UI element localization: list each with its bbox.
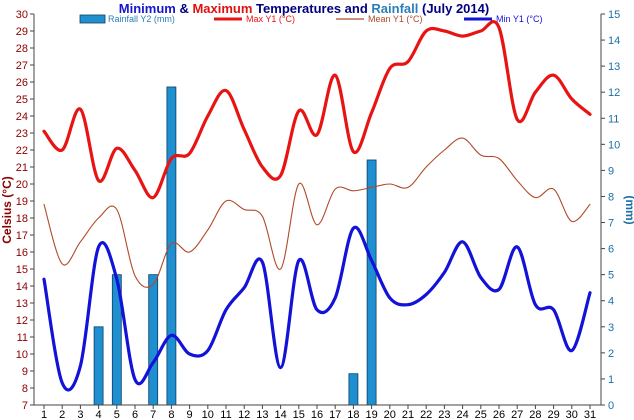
left-axis-ticks: 7 8 9 10 11 12 13 14 15 16 17 18 19 20 21 22 23 24 25 26 27 2…: [16, 9, 34, 412]
x-tick-label: 8: [168, 409, 174, 420]
right-tick-label: 11: [608, 113, 619, 125]
legend-swatch-rainfall: [79, 14, 106, 24]
left-tick-label: 20: [16, 179, 28, 191]
rainfall-bar: [148, 274, 159, 406]
left-tick-label: 12: [16, 315, 28, 327]
left-tick-label: 8: [22, 383, 28, 395]
x-tick-label: 27: [511, 409, 523, 420]
x-tick-label: 20: [384, 409, 396, 420]
rainfall-bar: [366, 159, 377, 406]
right-tick-label: 8: [608, 191, 614, 203]
left-tick-label: 14: [16, 281, 28, 293]
left-tick-label: 18: [16, 213, 28, 225]
x-tick-label: 6: [132, 409, 138, 420]
title-part: Temperatures and: [252, 1, 371, 16]
x-tick-label: 31: [584, 409, 596, 420]
legend-label-min: Min Y1 (°C): [496, 14, 542, 24]
x-tick-label: 10: [202, 409, 214, 420]
right-tick-label: 9: [608, 165, 614, 177]
left-tick-label: 29: [16, 26, 28, 38]
left-tick-label: 26: [16, 77, 28, 89]
right-tick-label: 6: [608, 244, 614, 256]
right-tick-label: 14: [608, 35, 620, 47]
left-tick-label: 22: [16, 145, 28, 157]
chart-title: Minimum & Maximum Temperatures and Rainf…: [119, 1, 489, 16]
rainfall-bar: [348, 373, 359, 406]
x-tick-label: 22: [420, 409, 432, 420]
x-tick-label: 30: [566, 409, 578, 420]
x-tick-label: 29: [547, 409, 559, 420]
left-tick-label: 17: [16, 230, 28, 242]
x-tick-label: 3: [77, 409, 83, 420]
left-tick-label: 30: [16, 9, 28, 21]
left-tick-label: 28: [16, 43, 28, 55]
left-tick-label: 23: [16, 128, 28, 140]
min-temperature-line: [42, 225, 592, 392]
left-tick-label: 27: [16, 60, 28, 72]
x-tick-label: 21: [402, 409, 414, 420]
right-tick-label: 2: [608, 348, 614, 360]
left-tick-label: 13: [16, 298, 28, 310]
left-tick-label: 7: [22, 400, 28, 412]
right-axis-label: (mm): [623, 195, 634, 224]
x-tick-label: 16: [311, 409, 323, 420]
rainfall-bar: [166, 86, 177, 406]
left-tick-label: 9: [22, 366, 28, 378]
x-tick-label: 26: [493, 409, 505, 420]
x-tick-label: 5: [114, 409, 120, 420]
left-tick-label: 24: [16, 111, 28, 123]
rainfall-bar: [93, 326, 104, 406]
max-temperature-line: [42, 20, 592, 200]
left-tick-label: 19: [16, 196, 28, 208]
x-tick-label: 28: [529, 409, 541, 420]
x-tick-label: 1: [41, 409, 47, 420]
legend-label-rainfall: Rainfall Y2 (mm): [108, 14, 175, 24]
title-part: Rainfall: [371, 1, 418, 16]
title-part: (July 2014): [418, 1, 489, 16]
right-tick-label: 7: [608, 218, 614, 230]
right-tick-label: 3: [608, 322, 614, 334]
x-tick-label: 9: [187, 409, 193, 420]
title-part: Maximum: [192, 1, 252, 16]
x-tick-label: 13: [256, 409, 268, 420]
title-part: &: [176, 1, 193, 16]
x-tick-label: 23: [438, 409, 450, 420]
x-tick-label: 18: [347, 409, 359, 420]
x-tick-label: 25: [475, 409, 487, 420]
temperature-lines: [42, 20, 592, 392]
title-part: Minimum: [119, 1, 176, 16]
x-tick-label: 2: [59, 409, 65, 420]
left-axis-label: Celsius (°C): [0, 176, 14, 243]
x-tick-label: 19: [365, 409, 377, 420]
legend-label-max: Max Y1 (°C): [246, 14, 295, 24]
x-tick-label: 7: [150, 409, 156, 420]
right-tick-label: 4: [608, 296, 614, 308]
left-tick-label: 25: [16, 94, 28, 106]
right-tick-label: 13: [608, 61, 620, 73]
right-tick-label: 10: [608, 139, 620, 151]
x-tick-label: 4: [96, 409, 102, 420]
x-tick-label: 12: [238, 409, 250, 420]
legend: Rainfall Y2 (mm) Max Y1 (°C) Mean Y1 (°C…: [79, 14, 542, 24]
x-axis-ticks: 1 2 3 4 5 6 7 8 9 10 11 12 13 14 15 16 17 18 19 20 21 22 23 24 2…: [41, 405, 596, 420]
left-tick-label: 11: [17, 332, 28, 344]
x-tick-label: 24: [456, 409, 468, 420]
x-tick-label: 14: [274, 409, 286, 420]
left-tick-label: 15: [16, 264, 28, 276]
legend-label-mean: Mean Y1 (°C): [368, 14, 422, 24]
x-tick-label: 15: [293, 409, 305, 420]
left-tick-label: 21: [16, 162, 28, 174]
left-tick-label: 10: [16, 349, 28, 361]
right-tick-label: 15: [608, 9, 620, 21]
right-tick-label: 1: [608, 374, 614, 386]
right-tick-label: 5: [608, 270, 614, 282]
left-tick-label: 16: [16, 247, 28, 259]
right-tick-label: 12: [608, 87, 620, 99]
x-tick-label: 17: [329, 409, 341, 420]
right-tick-label: 0: [608, 400, 614, 412]
mean-temperature-line: [43, 137, 591, 288]
x-tick-label: 11: [220, 409, 231, 420]
